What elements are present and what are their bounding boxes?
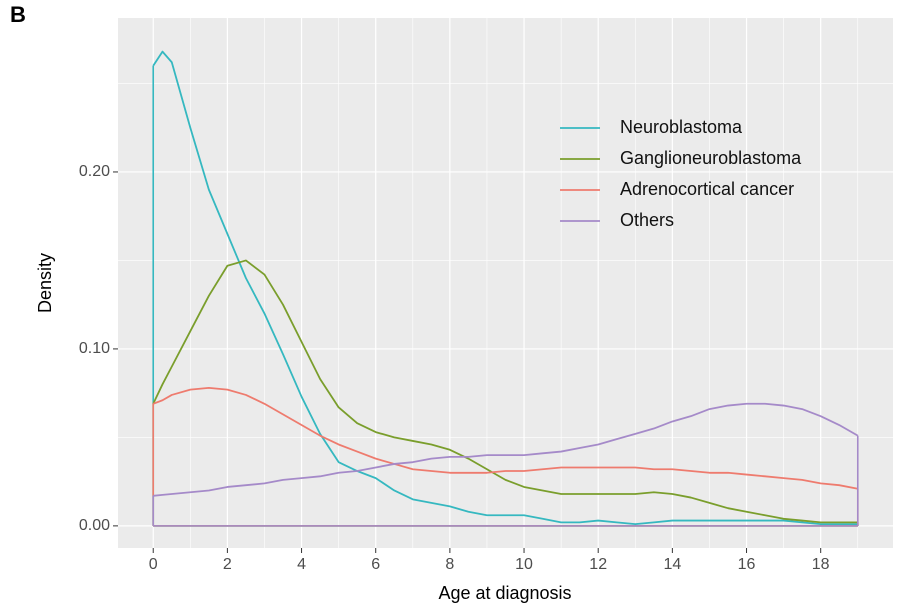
legend-label: Ganglioneuroblastoma [620,148,802,168]
x-tick-label: 14 [663,556,681,573]
x-tick-label: 10 [515,556,533,573]
y-tick-label: 0.00 [79,517,110,534]
y-tick-label: 0.20 [79,163,110,180]
density-line [152,259,858,524]
plot-background [118,18,893,548]
x-tick-label: 2 [223,556,232,573]
x-tick-label: 18 [812,556,830,573]
x-tick-label: 6 [371,556,380,573]
density-line [152,50,858,526]
legend-label: Adrenocortical cancer [620,179,794,199]
density-line [153,402,859,497]
legend-label: Neuroblastoma [620,117,743,137]
x-tick-label: 12 [589,556,607,573]
y-tick-label: 0.10 [79,340,110,357]
x-axis-label: Age at diagnosis [438,583,571,603]
legend-label: Others [620,210,674,230]
x-tick-label: 16 [738,556,756,573]
panel-label: B [10,2,26,27]
x-tick-label: 8 [445,556,454,573]
y-axis-label: Density [35,253,55,313]
x-tick-label: 0 [149,556,158,573]
density-line [152,386,858,490]
x-tick-label: 4 [297,556,306,573]
